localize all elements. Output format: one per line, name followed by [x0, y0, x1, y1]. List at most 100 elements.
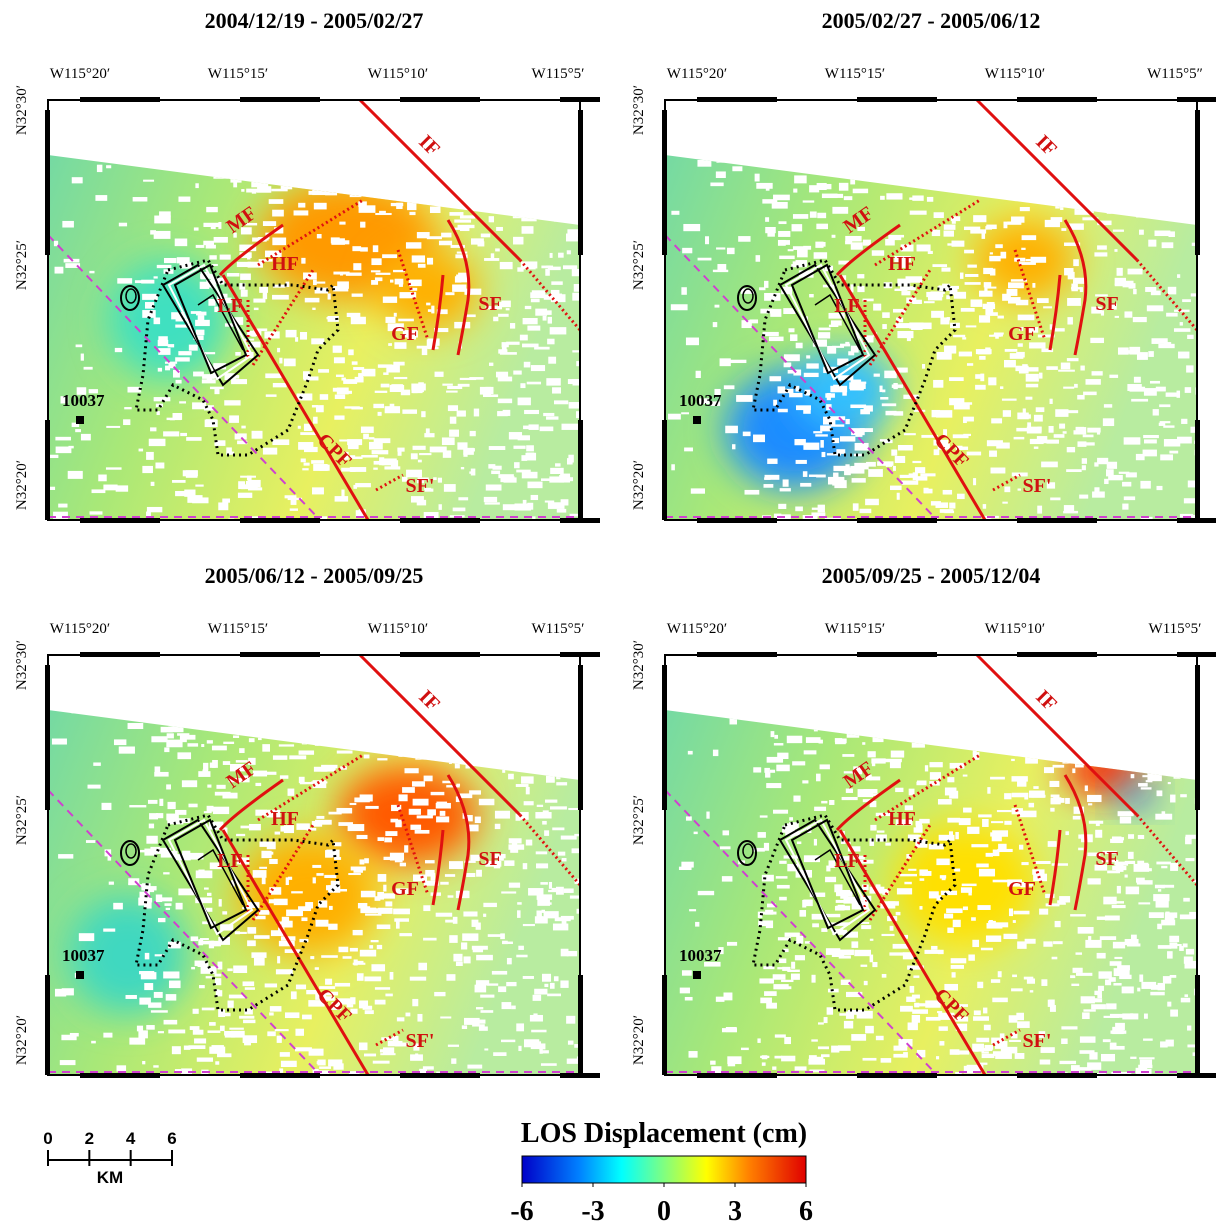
decorrelation: [540, 427, 554, 432]
decorrelation: [550, 327, 567, 334]
decorrelation: [546, 416, 558, 419]
decorrelation: [415, 830, 430, 834]
decorrelation: [990, 252, 993, 254]
decorrelation: [471, 238, 484, 244]
decorrelation: [448, 405, 458, 411]
decorrelation: [980, 686, 991, 690]
decorrelation: [364, 139, 370, 145]
decorrelation: [442, 437, 455, 445]
decorrelation: [200, 112, 215, 115]
decorrelation: [1114, 249, 1117, 252]
decorrelation: [867, 681, 880, 686]
decorrelation: [1180, 914, 1195, 919]
decorrelation: [502, 741, 517, 743]
decorrelation: [987, 302, 995, 307]
decorrelation: [514, 462, 520, 468]
decorrelation: [198, 315, 205, 320]
decorrelation: [1010, 353, 1024, 359]
decorrelation: [881, 102, 886, 107]
decorrelation: [947, 928, 953, 933]
decorrelation: [820, 708, 828, 714]
decorrelation: [840, 125, 853, 133]
decorrelation: [547, 339, 554, 345]
decorrelation: [504, 729, 510, 733]
decorrelation: [867, 661, 874, 666]
decorrelation: [1114, 957, 1122, 959]
decorrelation: [814, 252, 827, 259]
decorrelation: [793, 189, 797, 193]
decorrelation: [882, 324, 887, 329]
decorrelation: [414, 200, 429, 203]
decorrelation: [535, 812, 551, 818]
decorrelation: [147, 507, 162, 512]
decorrelation: [313, 280, 317, 285]
decorrelation: [922, 735, 938, 737]
decorrelation: [558, 111, 572, 117]
decorrelation: [280, 1052, 290, 1057]
decorrelation: [536, 863, 548, 868]
station-label: 10037: [679, 946, 722, 965]
decorrelation: [240, 826, 253, 829]
decorrelation: [119, 746, 135, 753]
decorrelation: [1128, 834, 1134, 839]
decorrelation: [802, 780, 808, 783]
decorrelation: [936, 699, 941, 702]
decorrelation: [417, 1014, 422, 1022]
decorrelation: [1059, 199, 1075, 201]
decorrelation: [1080, 1050, 1095, 1054]
frame-tick: [400, 1073, 480, 1078]
decorrelation: [275, 832, 281, 835]
decorrelation: [305, 670, 321, 674]
decorrelation: [791, 974, 800, 980]
decorrelation: [1170, 1010, 1178, 1017]
frame-tick: [578, 975, 583, 1075]
decorrelation: [544, 830, 549, 836]
decorrelation: [770, 665, 786, 671]
decorrelation: [971, 739, 975, 743]
decorrelation: [377, 758, 387, 760]
decorrelation: [152, 110, 163, 117]
decorrelation: [233, 181, 237, 187]
decorrelation: [867, 683, 871, 690]
decorrelation: [1105, 158, 1120, 161]
decorrelation: [873, 304, 881, 311]
decorrelation: [1005, 731, 1016, 736]
decorrelation: [1103, 155, 1119, 162]
decorrelation: [900, 874, 917, 876]
decorrelation: [302, 468, 308, 470]
decorrelation: [222, 498, 230, 502]
decorrelation: [1150, 992, 1164, 996]
decorrelation: [360, 950, 376, 957]
decorrelation: [215, 978, 221, 985]
decorrelation: [697, 160, 711, 167]
decorrelation: [473, 180, 482, 184]
decorrelation: [1128, 684, 1133, 690]
decorrelation: [496, 764, 508, 767]
frame-tick: [1195, 665, 1200, 810]
decorrelation: [1180, 322, 1183, 326]
decorrelation: [692, 140, 699, 145]
decorrelation: [964, 734, 980, 741]
decorrelation: [680, 988, 690, 994]
decorrelation: [282, 109, 297, 115]
decorrelation: [175, 357, 190, 361]
decorrelation: [50, 455, 58, 458]
decorrelation: [238, 115, 247, 119]
decorrelation: [424, 433, 434, 437]
decorrelation: [1076, 973, 1092, 976]
decorrelation: [1080, 729, 1091, 735]
decorrelation: [196, 245, 205, 248]
decorrelation: [265, 983, 277, 987]
decorrelation: [564, 164, 574, 170]
decorrelation: [1169, 716, 1180, 724]
decorrelation: [757, 161, 761, 167]
decorrelation: [371, 270, 380, 272]
decorrelation: [1155, 885, 1165, 889]
decorrelation: [821, 681, 833, 686]
decorrelation: [929, 844, 944, 850]
decorrelation: [352, 246, 361, 251]
decorrelation: [1170, 863, 1178, 871]
decorrelation: [783, 157, 795, 162]
decorrelation: [820, 425, 831, 431]
decorrelation: [222, 690, 239, 692]
